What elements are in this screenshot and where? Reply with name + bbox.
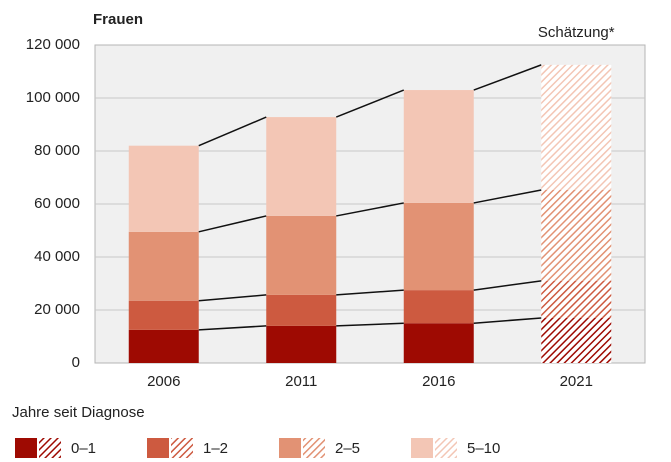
connector-line [198, 294, 267, 302]
connector-line [198, 116, 267, 147]
bar-segment [266, 117, 337, 216]
bar-segment [403, 202, 474, 291]
chart-title: Frauen [93, 11, 143, 28]
connector-line [335, 89, 405, 118]
connector-line [473, 280, 542, 291]
bar-segment [266, 325, 337, 363]
connector-line [473, 64, 542, 91]
estimate-label: Schätzung* [538, 24, 615, 41]
connector-line [336, 322, 404, 327]
legend-swatch [147, 438, 169, 458]
y-tick-label: 80 000 [34, 142, 80, 159]
bar-segment [541, 64, 612, 190]
bar-segment [403, 90, 474, 203]
legend-swatch-hatched [171, 438, 193, 458]
bar-segment [266, 215, 337, 295]
bar-segment [403, 323, 474, 363]
legend-title: Jahre seit Diagnose [12, 404, 145, 421]
y-tick-label: 120 000 [26, 36, 80, 53]
legend-label: 1–2 [203, 440, 228, 457]
connector-line [198, 215, 267, 233]
legend-label: 5–10 [467, 440, 500, 457]
bar-segment [541, 317, 612, 363]
legend-label: 2–5 [335, 440, 360, 457]
bar-segment [403, 290, 474, 324]
legend-swatch-hatched [303, 438, 325, 458]
legend-swatch-hatched [435, 438, 457, 458]
bar-segment [541, 280, 612, 318]
connector-line [336, 289, 404, 296]
y-tick-label: 40 000 [34, 248, 80, 265]
bar-segment [128, 145, 199, 232]
legend-swatch [411, 438, 433, 458]
y-tick-label: 0 [72, 354, 80, 371]
x-tick-label: 2006 [147, 373, 180, 390]
bar-segment [128, 300, 199, 330]
bar-segment [541, 189, 612, 281]
legend-swatch [15, 438, 37, 458]
connector-line [473, 189, 542, 204]
x-tick-label: 2011 [285, 373, 317, 390]
legend-swatch [279, 438, 301, 458]
connector-line [473, 317, 542, 324]
y-tick-label: 100 000 [26, 89, 80, 106]
bar-segment [266, 294, 337, 326]
legend-swatch-hatched [39, 438, 61, 458]
connector-line [198, 325, 267, 331]
x-tick-label: 2021 [560, 373, 593, 390]
y-tick-label: 20 000 [34, 301, 80, 318]
legend-label: 0–1 [71, 440, 96, 457]
bar-segment [128, 231, 199, 301]
bar-segment [128, 329, 199, 363]
y-tick-label: 60 000 [34, 195, 80, 212]
x-tick-label: 2016 [422, 373, 455, 390]
connector-line [336, 202, 404, 217]
